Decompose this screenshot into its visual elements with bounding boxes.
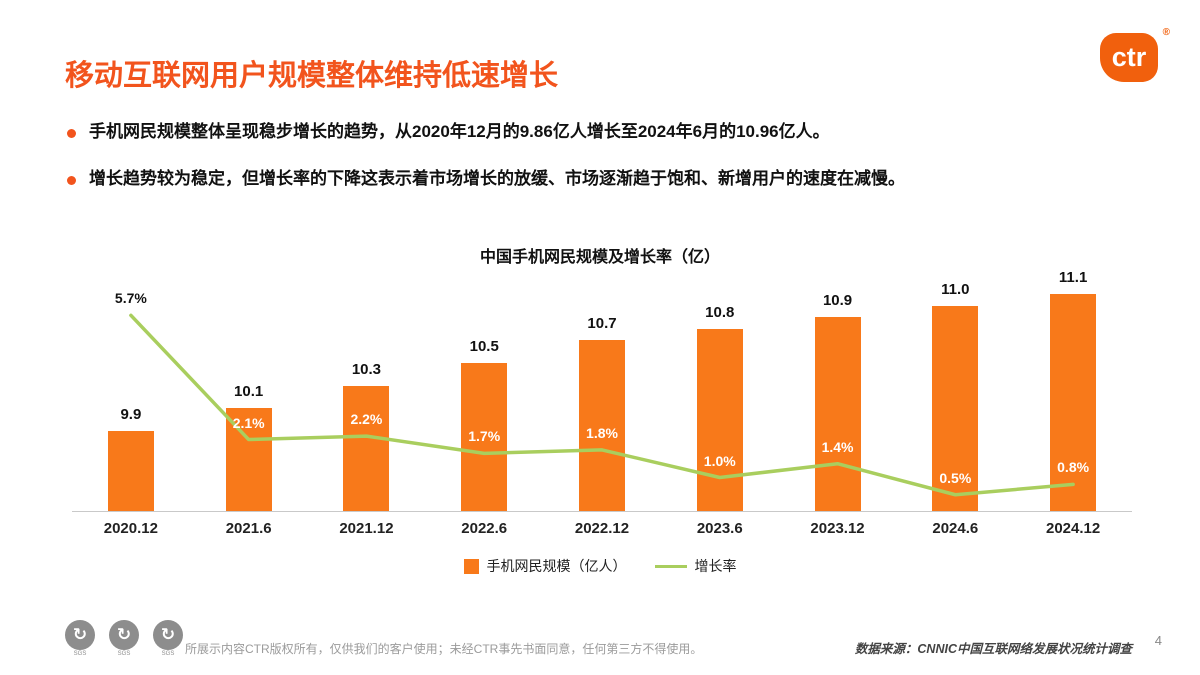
bar-2022.6 [461, 363, 508, 511]
growth-rate-label: 2.1% [232, 414, 265, 431]
legend-item-bar: 手机网民规模（亿人） [463, 556, 627, 576]
bar-series-swatch [463, 558, 479, 574]
x-axis-label: 2022.6 [461, 520, 508, 537]
registered-mark: ® [1162, 27, 1170, 38]
x-axis-label: 2021.6 [225, 520, 272, 537]
x-axis-label: 2024.6 [932, 520, 979, 537]
x-axis-label: 2023.6 [696, 520, 743, 537]
page-title: 移动互联网用户规模整体维持低速增长 [65, 60, 559, 92]
chart-legend: 手机网民规模（亿人） 增长率 [0, 556, 1200, 576]
growth-rate-label: 1.7% [468, 428, 501, 445]
x-axis-label: 2023.12 [810, 520, 865, 537]
certification-stamp: ↻ SGS [106, 620, 142, 657]
x-axis-label: 2020.12 [103, 520, 158, 537]
bar-2024.12 [1050, 294, 1097, 511]
bar-value-label: 10.7 [587, 315, 617, 332]
certification-stamp-icon: ↻ [153, 620, 183, 650]
bar-2023.12 [814, 317, 861, 511]
bar-2023.6 [696, 329, 743, 511]
bar-value-label: 10.8 [705, 304, 735, 321]
growth-rate-line [129, 313, 1075, 497]
x-axis-labels: 2020.12 2021.6 2021.12 2022.6 2022.12 2023.6 2… [72, 520, 1132, 542]
bar-value-label: 10.1 [234, 383, 264, 400]
certification-stamp: ↻ SGS [62, 620, 98, 657]
bar-value-label: 10.5 [469, 338, 499, 355]
growth-rate-label: 1.0% [703, 452, 736, 469]
certification-stamp: ↻ SGS [150, 620, 186, 657]
bar-2020.12 [107, 431, 154, 511]
certification-stamp-icon: ↻ [65, 620, 95, 650]
bar-value-label: 10.3 [351, 361, 382, 378]
chart-plot: 9.9 5.7% 10.1 2.1% 10.3 2.2% 10.5 1.7% 10.7 1.8% 1… [72, 269, 1132, 512]
ctr-logo: ctr [1100, 33, 1158, 82]
line-series-swatch [654, 564, 687, 568]
growth-rate-label: 0.5% [939, 469, 972, 486]
x-axis-label: 2022.12 [574, 520, 630, 537]
bullet-list: 手机网民规模整体呈现稳步增长的趋势，从2020年12月的9.86亿人增长至202… [65, 118, 1115, 212]
ctr-logo-text: ctr [1111, 42, 1147, 72]
stamp-label: SGS [161, 651, 175, 657]
copyright-text: 所展示内容CTR版权所有，仅供我们的客户使用；未经CTR事先书面同意，任何第三方… [185, 642, 703, 656]
stamp-label: SGS [73, 651, 87, 657]
x-axis-label: 2024.12 [1045, 520, 1101, 537]
growth-rate-label: 5.7% [114, 290, 147, 307]
bar-2022.12 [579, 340, 625, 511]
legend-bar-label: 手机网民规模（亿人） [486, 558, 627, 574]
page-number: 4 [1154, 633, 1162, 648]
growth-rate-label: 1.8% [586, 424, 618, 441]
legend-line-label: 增长率 [694, 558, 737, 574]
certification-stamps: ↻ SGS ↻ SGS ↻ SGS [62, 620, 186, 657]
bar-value-label: 9.9 [120, 406, 142, 423]
bar-value-label: 11.1 [1058, 269, 1088, 286]
chart-title: 中国手机网民规模及增长率（亿） [479, 249, 720, 266]
growth-rate-label: 1.4% [821, 438, 854, 455]
growth-rate-label: 2.2% [350, 411, 383, 428]
bar-value-label: 10.9 [822, 292, 853, 309]
growth-rate-label: 0.8% [1057, 459, 1090, 476]
bar-2024.6 [932, 306, 979, 511]
bar-2021.12 [343, 386, 390, 511]
data-source-text: 数据来源：CNNIC中国互联网络发展状况统计调查 [854, 642, 1132, 656]
certification-stamp-icon: ↻ [109, 620, 139, 650]
x-axis-label: 2021.12 [339, 520, 394, 537]
legend-item-line: 增长率 [654, 556, 737, 576]
bullet-item: 手机网民规模整体呈现稳步增长的趋势，从2020年12月的9.86亿人增长至202… [65, 118, 1115, 147]
bar-value-label: 11.0 [941, 281, 970, 298]
stamp-label: SGS [117, 651, 131, 657]
bullet-item: 增长趋势较为稳定，但增长率的下降这表示着市场增长的放缓、市场逐渐趋于饱和、新增用… [65, 165, 1115, 194]
